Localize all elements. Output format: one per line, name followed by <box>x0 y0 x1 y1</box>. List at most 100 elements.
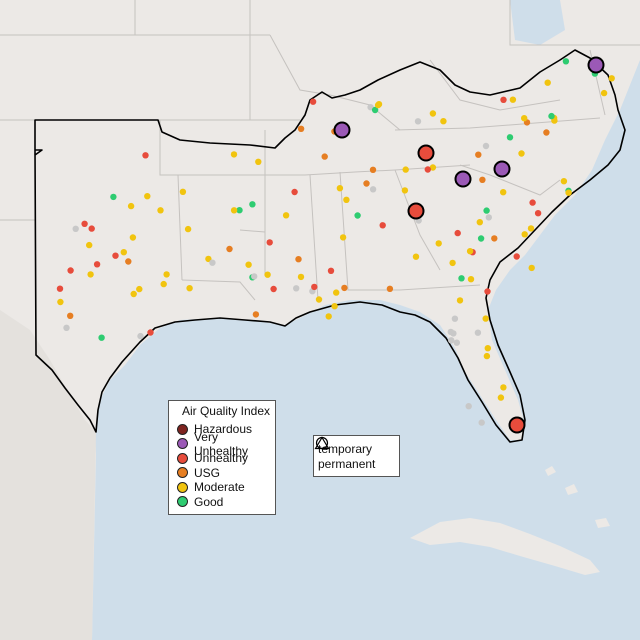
monitor-dot <box>142 152 149 159</box>
monitor-dot <box>448 337 455 344</box>
monitor-dot <box>343 196 350 203</box>
monitor-dot <box>500 189 507 196</box>
monitor-dot <box>137 332 144 340</box>
monitor-dot <box>129 234 137 241</box>
monitor-dot <box>478 419 485 426</box>
legend-label: USG <box>194 465 221 480</box>
monitor-dot <box>475 151 482 158</box>
monitor-dot <box>245 261 252 268</box>
legend-item: Unhealthy <box>177 451 275 466</box>
monitor-dot <box>311 283 318 291</box>
monitor-dot <box>226 245 233 253</box>
legend-label: Very Unhealthy <box>193 429 249 458</box>
monitor-dot <box>484 288 491 295</box>
monitor-dot <box>453 339 460 346</box>
monitor-dot <box>374 101 382 109</box>
monitor-dot <box>562 58 570 65</box>
monitor-dot <box>369 166 377 173</box>
monitor-dot <box>608 75 615 82</box>
monitor-dot <box>236 207 243 214</box>
monitor-dot <box>484 345 491 352</box>
monitor-dot <box>98 334 105 341</box>
monitor-dot <box>491 235 498 242</box>
island <box>595 518 610 528</box>
monitor-dot <box>509 96 517 103</box>
monitor-dot <box>184 225 192 233</box>
monitor-dot <box>67 312 74 319</box>
shape-legend-label: temporary <box>318 441 373 456</box>
monitor-dot <box>295 256 302 263</box>
monitor-dot <box>130 290 137 298</box>
monitor-dot <box>424 166 431 173</box>
monitor-dot <box>529 199 536 206</box>
monitor-dot <box>309 98 317 105</box>
monitor-dot <box>88 225 95 232</box>
monitor-dot <box>466 248 474 255</box>
monitor-dot <box>255 158 262 165</box>
triangle-icon <box>314 436 330 450</box>
monitor-dot <box>479 176 486 183</box>
monitor-dot <box>56 285 64 292</box>
monitor-points <box>56 58 615 426</box>
monitor-dot <box>179 188 187 195</box>
large-monitor-marker <box>587 56 605 74</box>
monitor-dot <box>327 267 335 274</box>
legend-swatch <box>177 496 188 508</box>
monitor-dot <box>230 151 238 158</box>
legend-swatch <box>177 452 188 464</box>
monitor-dot <box>560 178 568 185</box>
monitor-dot <box>369 186 377 193</box>
large-monitor-marker <box>407 202 425 220</box>
monitor-dot <box>230 207 238 214</box>
monitor-dot <box>474 329 482 336</box>
monitor-dot <box>527 225 535 232</box>
monitor-dot <box>186 285 193 292</box>
monitor-dot <box>354 212 361 219</box>
monitor-dot <box>127 202 135 210</box>
legend-swatch <box>177 423 188 435</box>
monitor-dot <box>518 150 525 157</box>
monitor-dot <box>412 253 420 260</box>
legend-swatch <box>177 481 188 493</box>
monitor-dot <box>456 297 464 304</box>
shape-legend-temporary: temporary <box>315 436 399 456</box>
legend-label: Good <box>194 494 224 509</box>
monitor-dot <box>513 253 520 260</box>
monitor-dot <box>521 115 528 122</box>
shape-legend: temporary permanent <box>313 435 400 477</box>
monitor-dot <box>363 180 370 187</box>
legend-swatch <box>177 467 188 479</box>
monitor-dot <box>282 212 290 219</box>
monitor-dot <box>325 313 332 320</box>
monitor-dot <box>252 311 260 318</box>
monitor-dot <box>497 394 505 401</box>
monitor-dot <box>270 285 277 293</box>
monitor-dot <box>482 142 490 150</box>
smoke-region-outline <box>34 49 626 443</box>
legend-item: Hazardous <box>177 422 275 437</box>
monitor-dot <box>315 296 323 303</box>
monitor-dot <box>429 164 437 171</box>
large-monitor-marker <box>333 121 351 139</box>
legend-label: Moderate <box>194 480 245 495</box>
legend-item: Moderate <box>177 480 275 495</box>
monitor-dot <box>543 129 550 136</box>
monitor-dot <box>477 235 485 242</box>
monitor-dot <box>110 193 117 201</box>
monitor-dot <box>485 214 492 221</box>
monitor-dot <box>321 153 328 160</box>
monitor-dot <box>297 125 305 132</box>
monitor-dot <box>87 271 94 278</box>
large-monitor-points <box>333 56 605 434</box>
monitor-dot <box>336 185 344 192</box>
monitor-dot <box>534 210 542 217</box>
lake <box>510 0 565 45</box>
monitor-dot <box>429 110 437 117</box>
monitor-dot <box>205 255 212 263</box>
legend-label: Unhealthy <box>194 451 249 466</box>
monitor-dot <box>435 240 442 247</box>
monitor-dot <box>157 207 164 214</box>
monitor-dot <box>476 219 483 226</box>
